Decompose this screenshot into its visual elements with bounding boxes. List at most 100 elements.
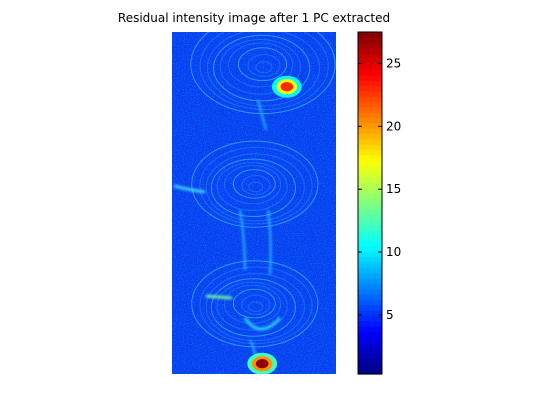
colorbar-tick-label: 5 (386, 308, 394, 322)
colorbar-band (358, 42, 382, 49)
cyan-streak-right (267, 209, 272, 276)
colorbar-band (358, 283, 382, 290)
colorbar-band (358, 154, 382, 161)
heatmap-swirls (190, 32, 336, 348)
colorbar-band (358, 229, 382, 236)
colorbar-band (358, 347, 382, 354)
swirl-ring (247, 54, 281, 77)
colorbar-band (358, 64, 382, 70)
colorbar-frame (357, 31, 383, 375)
colorbar-band (358, 186, 382, 193)
swirl-ring (228, 42, 294, 88)
colorbar-band (358, 69, 382, 76)
hotspot-blob (255, 359, 269, 369)
colorbar-band (358, 144, 382, 151)
swirl-ring (205, 153, 305, 222)
swirl-ring (206, 32, 321, 107)
colorbar-band (358, 53, 382, 60)
colorbar-band (358, 363, 382, 370)
colorbar-band (358, 352, 382, 359)
colorbar-band (358, 288, 382, 295)
swirl-ring (219, 39, 301, 95)
colorbar-band (358, 160, 382, 167)
colorbar-band (358, 106, 382, 113)
colorbar-tick-label: 25 (386, 56, 401, 70)
heatmap-image (172, 32, 336, 374)
colorbar-ticks: 5 10 15 20 25 (358, 56, 401, 322)
colorbar-band (358, 85, 382, 92)
colorbar-band (358, 368, 382, 375)
colorbar (358, 32, 382, 375)
hotspot-blob (280, 82, 294, 92)
colorbar-band (358, 299, 382, 306)
colorbar-band (358, 256, 382, 263)
colorbar-band (358, 197, 382, 204)
swirl-ring (248, 181, 264, 193)
heatmap-hotspots (247, 75, 302, 374)
colorbar-band (358, 96, 382, 103)
colorbar-band (358, 203, 382, 209)
colorbar-band (358, 245, 382, 252)
colorbar-band (358, 80, 382, 87)
swirl-ring (232, 169, 276, 199)
swirl-ring (190, 32, 336, 115)
colorbar-band (358, 336, 382, 343)
colorbar-band (358, 309, 382, 316)
colorbar-band (358, 37, 382, 44)
swirl-ring (213, 34, 311, 102)
colorbar-band (358, 267, 382, 274)
colorbar-band (358, 58, 382, 65)
swirl-ring (241, 175, 271, 196)
swirl-ring (205, 273, 305, 342)
colorbar-tick-label: 20 (386, 119, 401, 133)
heatmap-noise (172, 32, 336, 374)
swirl-ring (248, 301, 264, 313)
colorbar-band (358, 272, 382, 279)
colorbar-band (358, 277, 382, 284)
cyan-streak-mid (239, 209, 246, 271)
colorbar-band (358, 304, 382, 311)
colorbar-band (358, 32, 382, 38)
colorbar-band (358, 208, 382, 215)
swirl-ring (191, 260, 319, 348)
colorbar-tick-label: 10 (386, 245, 401, 259)
swirl-ring (216, 281, 288, 331)
colorbar-band (358, 251, 382, 258)
colorbar-band (358, 170, 382, 177)
swirl-ring (210, 278, 296, 337)
swirl-ring (199, 266, 313, 345)
colorbar-band (358, 122, 382, 129)
colorbar-tick-label: 15 (386, 182, 401, 196)
swirl-ring (232, 288, 276, 319)
colorbar-band (358, 293, 382, 300)
colorbar-band (358, 117, 382, 124)
colorbar-band (358, 341, 382, 348)
colorbar-band (358, 74, 382, 81)
colorbar-band (358, 48, 382, 54)
colorbar-band (358, 138, 382, 145)
colorbar-band (358, 133, 382, 140)
swirl-ring (223, 165, 282, 205)
colorbar-band (358, 181, 382, 188)
cyan-streak-left (173, 184, 206, 194)
swirl-ring (223, 284, 282, 324)
swirl-ring (216, 162, 288, 211)
colorbar-band (358, 112, 382, 119)
cyan-streak-ring (243, 316, 282, 331)
colorbar-band (358, 320, 382, 327)
colorbar-band (358, 192, 382, 199)
swirl-ring (237, 47, 288, 82)
colorbar-band (358, 261, 382, 268)
colorbar-band (358, 90, 382, 97)
colorbar-band (358, 101, 382, 108)
colorbar-band (358, 128, 382, 135)
swirl-ring (241, 294, 271, 315)
swirl-ring (255, 61, 273, 74)
cyan-streak-bottom-left (205, 294, 233, 300)
colorbar-band (358, 325, 382, 332)
swirl-ring (191, 140, 319, 228)
colorbar-band (358, 165, 382, 172)
colorbar-band (358, 219, 382, 225)
colorbar-band (358, 240, 382, 247)
